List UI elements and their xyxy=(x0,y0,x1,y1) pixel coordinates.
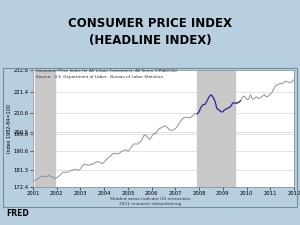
Bar xyxy=(197,70,235,187)
Text: FRED: FRED xyxy=(6,209,29,218)
Text: Consumer Price Index for All Urban Consumers: All Items (CPIAUCSL): Consumer Price Index for All Urban Consu… xyxy=(36,69,178,73)
Bar xyxy=(35,70,55,187)
Text: CONSUMER PRICE INDEX
(HEADLINE INDEX): CONSUMER PRICE INDEX (HEADLINE INDEX) xyxy=(68,17,232,47)
Y-axis label: Index 1982-84=100: Index 1982-84=100 xyxy=(7,104,12,153)
Text: Shaded areas indicate US recessions
2011 research.stlouisfed.org: Shaded areas indicate US recessions 2011… xyxy=(110,197,190,206)
Text: Source:  U.S. Department of Labor:  Bureau of Labor Statistics: Source: U.S. Department of Labor: Bureau… xyxy=(36,75,163,79)
